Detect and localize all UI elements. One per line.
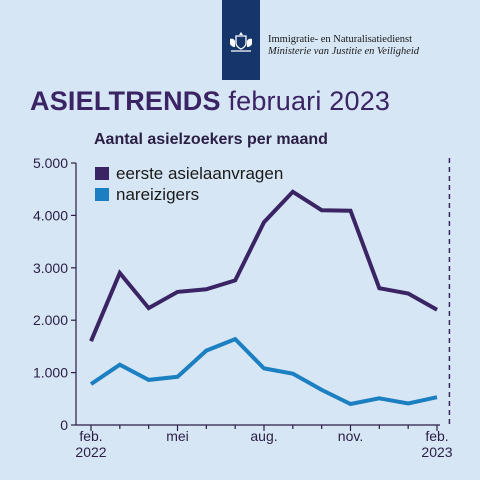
x-tick-label: feb. [79, 428, 102, 444]
legend-swatch-2 [95, 188, 109, 201]
y-tick-label: 5.000 [33, 155, 68, 171]
title-rest: februari 2023 [228, 86, 391, 116]
y-tick-label: 2.000 [33, 312, 68, 328]
coat-of-arms-icon [230, 32, 252, 52]
y-tick-label: 1.000 [33, 365, 68, 381]
x-tick-label: nov. [338, 428, 363, 444]
ministry-name: Ministerie van Justitie en Veiligheid [268, 46, 420, 57]
y-tick-label: 3.000 [33, 260, 68, 276]
series-line-1 [89, 189, 438, 342]
org-name: Immigratie- en Naturalisatiedienst [268, 34, 413, 45]
legend-label-1: eerste asielaanvragen [116, 164, 283, 183]
y-tick-label: 0 [60, 417, 68, 433]
x-tick-label-year: 2023 [421, 444, 452, 460]
organization-block: Immigratie- en Naturalisatiedienst Minis… [268, 34, 419, 58]
legend-swatch-1 [95, 167, 109, 180]
chart-title: Aantal asielzoekers per maand [94, 131, 328, 148]
x-tick-label-year: 2022 [75, 444, 106, 460]
y-tick-label: 4.000 [33, 207, 68, 223]
series-line-2 [89, 336, 438, 407]
x-tick-label: feb. [425, 428, 448, 444]
page-title: ASIELTRENDS februari 2023 [30, 86, 390, 117]
logo-block [222, 0, 260, 80]
x-tick-label: aug. [250, 428, 277, 444]
title-bold: ASIELTRENDS [30, 86, 221, 116]
x-tick-label: mei [166, 428, 189, 444]
legend-label-2: nareizigers [116, 185, 199, 204]
